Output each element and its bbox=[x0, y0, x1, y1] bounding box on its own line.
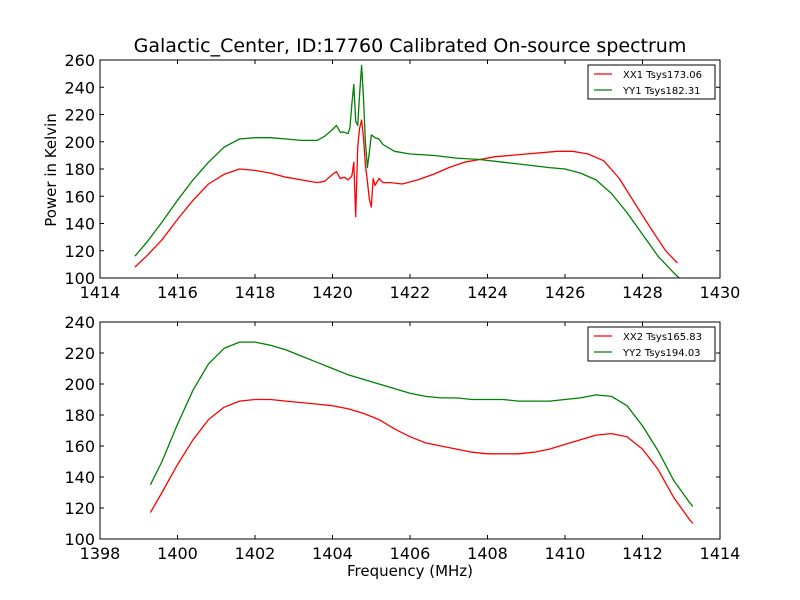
top-x-tick-label: 1424 bbox=[467, 283, 508, 302]
bottom-series-line-0 bbox=[149, 398, 694, 524]
top-y-tick-label: 140 bbox=[64, 215, 95, 234]
bottom-y-tick-label: 180 bbox=[64, 406, 95, 425]
top-y-tick-label: 220 bbox=[64, 106, 95, 125]
bottom-x-tick-label: 1398 bbox=[80, 544, 121, 563]
y-axis-label: Power in Kelvin bbox=[42, 113, 60, 227]
top-y-tick-label: 120 bbox=[64, 242, 95, 261]
top-legend: XX1 Tsys173.06 YY1 Tsys182.31 bbox=[587, 64, 716, 100]
top-x-tick-label: 1428 bbox=[622, 283, 663, 302]
bottom-x-tick-label: 1402 bbox=[235, 544, 276, 563]
chart-title: Galactic_Center, ID:17760 Calibrated On-… bbox=[134, 35, 687, 57]
bottom-x-tick-label: 1414 bbox=[700, 544, 741, 563]
top-x-tick-label: 1416 bbox=[157, 283, 198, 302]
top-legend-box bbox=[587, 64, 716, 100]
top-x-tick-label: 1420 bbox=[312, 283, 353, 302]
bottom-y-tick-label: 200 bbox=[64, 375, 95, 394]
top-series-line-0 bbox=[134, 119, 678, 268]
bottom-subplot: Frequency (MHz) 1398 1400 1402 1404 1406 1408… bbox=[64, 313, 740, 580]
bottom-y-tick-label: 160 bbox=[64, 437, 95, 456]
top-x-tick-label: 1422 bbox=[390, 283, 431, 302]
top-y-tick-label: 160 bbox=[64, 187, 95, 206]
bottom-y-tick-label: 120 bbox=[64, 499, 95, 518]
bottom-x-tick-label: 1410 bbox=[545, 544, 586, 563]
bottom-x-tick-label: 1400 bbox=[157, 544, 198, 563]
legend-label-xx1: XX1 Tsys173.06 bbox=[623, 70, 702, 81]
legend-label-yy2: YY2 Tsys194.03 bbox=[622, 348, 701, 359]
top-series-line-1 bbox=[134, 64, 680, 279]
bottom-x-tick-label: 1406 bbox=[390, 544, 431, 563]
top-y-tick-label: 100 bbox=[64, 269, 95, 288]
top-x-tick-label: 1426 bbox=[545, 283, 586, 302]
bottom-series-line-1 bbox=[149, 341, 694, 507]
legend-label-yy1: YY1 Tsys182.31 bbox=[622, 86, 701, 97]
top-y-tick-label: 180 bbox=[64, 160, 95, 179]
bottom-y-tick-label: 240 bbox=[64, 313, 95, 332]
bottom-y-tick-label: 100 bbox=[64, 530, 95, 549]
bottom-y-tick-label: 220 bbox=[64, 344, 95, 363]
bottom-y-tick-label: 140 bbox=[64, 468, 95, 487]
bottom-series-group bbox=[149, 341, 694, 524]
bottom-x-tick-label: 1408 bbox=[467, 544, 508, 563]
top-x-tick-label: 1418 bbox=[235, 283, 276, 302]
top-y-tick-label: 260 bbox=[64, 51, 95, 70]
bottom-legend-box bbox=[587, 326, 716, 362]
bottom-x-tick-label: 1404 bbox=[312, 544, 353, 563]
x-axis-label: Frequency (MHz) bbox=[347, 562, 473, 580]
top-y-tick-label: 240 bbox=[64, 78, 95, 97]
top-x-tick-label: 1430 bbox=[700, 283, 741, 302]
top-x-tick-label: 1414 bbox=[80, 283, 121, 302]
legend-label-xx2: XX2 Tsys165.83 bbox=[623, 332, 702, 343]
top-subplot: Galactic_Center, ID:17760 Calibrated On-… bbox=[42, 35, 740, 302]
top-ticks-group: 1414 1416 1418 1420 1422 1424 1426 1428 1430 100 1… bbox=[64, 51, 740, 302]
bottom-legend: XX2 Tsys165.83 YY2 Tsys194.03 bbox=[587, 326, 716, 362]
top-y-tick-label: 200 bbox=[64, 133, 95, 152]
bottom-x-tick-label: 1412 bbox=[622, 544, 663, 563]
top-series-group bbox=[134, 64, 680, 279]
bottom-ticks-group: 1398 1400 1402 1404 1406 1408 1410 1412 1414 100 1… bbox=[64, 313, 740, 563]
